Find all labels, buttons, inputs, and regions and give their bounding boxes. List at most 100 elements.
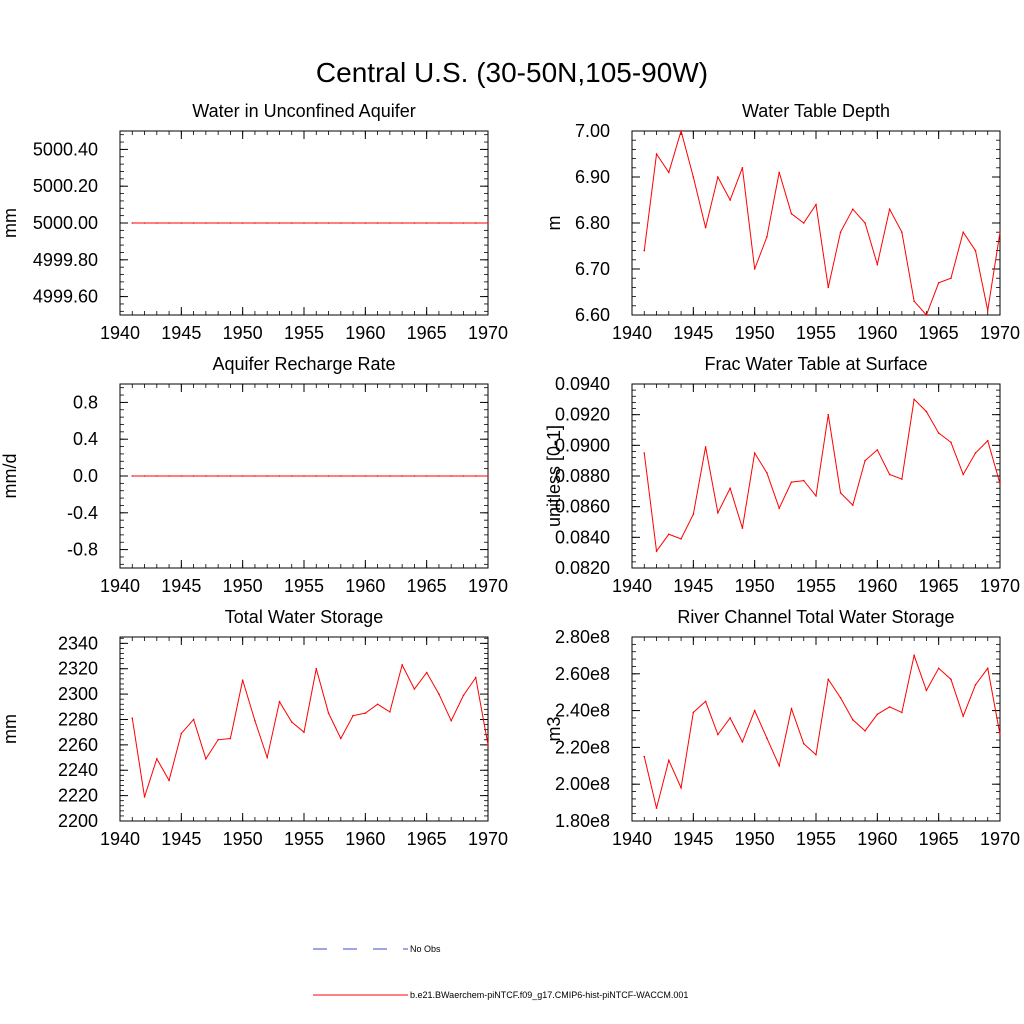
y-axis-label: unitless [0-1]	[544, 425, 564, 527]
y-tick-label: 0.0860	[555, 497, 610, 517]
data-point	[340, 222, 342, 224]
data-point	[950, 441, 952, 444]
data-point	[692, 176, 695, 178]
data-point	[401, 475, 403, 477]
data-point	[290, 475, 293, 477]
x-tick-label: 1940	[612, 576, 652, 596]
data-point	[790, 213, 793, 215]
data-point	[180, 222, 183, 224]
data-point	[680, 787, 682, 789]
x-tick-label: 1970	[468, 323, 508, 343]
data-point	[266, 756, 269, 759]
data-point	[474, 222, 477, 224]
x-tick-label: 1960	[345, 829, 385, 849]
data-point	[790, 707, 793, 710]
chart-panel-2: 1940 1945 1950 1955 1960 1965 1970 6.60 6.70 6.80…	[544, 101, 1020, 343]
data-point	[364, 222, 367, 224]
data-point	[241, 475, 244, 477]
plot-frame	[631, 636, 1001, 822]
data-point	[668, 533, 670, 536]
data-point	[717, 176, 719, 178]
data-point	[962, 473, 964, 476]
data-point	[901, 231, 903, 233]
data-point	[827, 678, 830, 681]
data-point	[156, 475, 158, 477]
data-point	[217, 222, 219, 224]
y-tick-label: 2300	[58, 684, 98, 704]
data-point	[802, 222, 805, 224]
x-tick-label: 1950	[735, 829, 775, 849]
data-point	[474, 676, 477, 679]
y-tick-label: 0.4	[73, 429, 98, 449]
data-point	[205, 758, 207, 760]
x-tick-label: 1950	[735, 576, 775, 596]
data-point	[925, 314, 928, 316]
data-point	[790, 481, 793, 483]
data-point	[327, 222, 330, 224]
data-point	[327, 475, 330, 477]
data-point	[937, 432, 940, 434]
data-point	[668, 759, 670, 762]
y-axis-label: mm	[0, 208, 20, 238]
data-point	[778, 507, 780, 510]
x-tick-label: 1960	[345, 323, 385, 343]
data-point	[487, 222, 489, 224]
legend-obs-label: No Obs	[410, 944, 441, 954]
x-tick-label: 1955	[284, 576, 324, 596]
chart-panel-3: 1940 1945 1950 1955 1960 1965 1970 -0.8 -0.4 0.0 0…	[0, 354, 508, 596]
data-point	[753, 709, 756, 712]
data-point	[986, 667, 989, 670]
plot-frame	[631, 130, 1001, 316]
data-point	[438, 222, 440, 224]
x-tick-label: 1970	[980, 323, 1020, 343]
data-point	[778, 171, 780, 174]
data-point	[327, 712, 330, 714]
x-tick-label: 1945	[673, 323, 713, 343]
x-tick-label: 1970	[468, 576, 508, 596]
data-point	[815, 753, 817, 756]
chart-panel-4: 1940 1945 1950 1955 1960 1965 1970 0.0820 0.0840…	[544, 354, 1020, 596]
data-point	[376, 475, 379, 477]
x-tick-label: 1955	[284, 323, 324, 343]
data-point	[413, 475, 416, 477]
data-point	[802, 742, 805, 745]
data-point	[290, 721, 293, 723]
data-point	[229, 475, 232, 477]
data-point	[376, 222, 379, 224]
data-point	[655, 550, 658, 552]
data-point	[266, 475, 269, 477]
y-tick-label: 2240	[58, 760, 98, 780]
x-tick-label: 1965	[919, 576, 959, 596]
data-point	[462, 222, 465, 224]
plot-frame	[119, 636, 489, 822]
data-point	[901, 711, 903, 714]
data-point	[131, 222, 134, 224]
legend: No Obs b.e21.BWaerchem-piNTCF.f09_g17.CM…	[313, 944, 688, 1000]
data-point	[487, 475, 489, 477]
data-point	[205, 222, 207, 224]
data-point	[999, 733, 1001, 736]
series-line-1	[131, 663, 489, 798]
data-point	[729, 487, 731, 490]
data-point	[364, 712, 367, 714]
x-tick-label: 1965	[919, 323, 959, 343]
x-tick-label: 1940	[100, 323, 140, 343]
y-tick-label: 4999.60	[33, 287, 98, 307]
data-point	[753, 268, 756, 270]
y-tick-label: 0.0820	[555, 558, 610, 578]
data-point	[303, 475, 305, 477]
data-point	[278, 475, 281, 477]
panel-title: River Channel Total Water Storage	[677, 607, 954, 627]
y-tick-label: 6.70	[575, 259, 610, 279]
data-point	[229, 222, 232, 224]
data-point	[205, 475, 207, 477]
data-point	[254, 719, 256, 722]
panel-title: Aquifer Recharge Rate	[212, 354, 395, 374]
x-tick-label: 1965	[407, 576, 447, 596]
data-point	[180, 475, 183, 477]
data-point	[802, 479, 805, 482]
y-tick-label: 5000.40	[33, 139, 98, 159]
legend-model-label: b.e21.BWaerchem-piNTCF.f09_g17.CMIP6-his…	[410, 990, 688, 1000]
y-axis-label: mm	[0, 714, 20, 744]
y-tick-label: 2.60e8	[555, 664, 610, 684]
